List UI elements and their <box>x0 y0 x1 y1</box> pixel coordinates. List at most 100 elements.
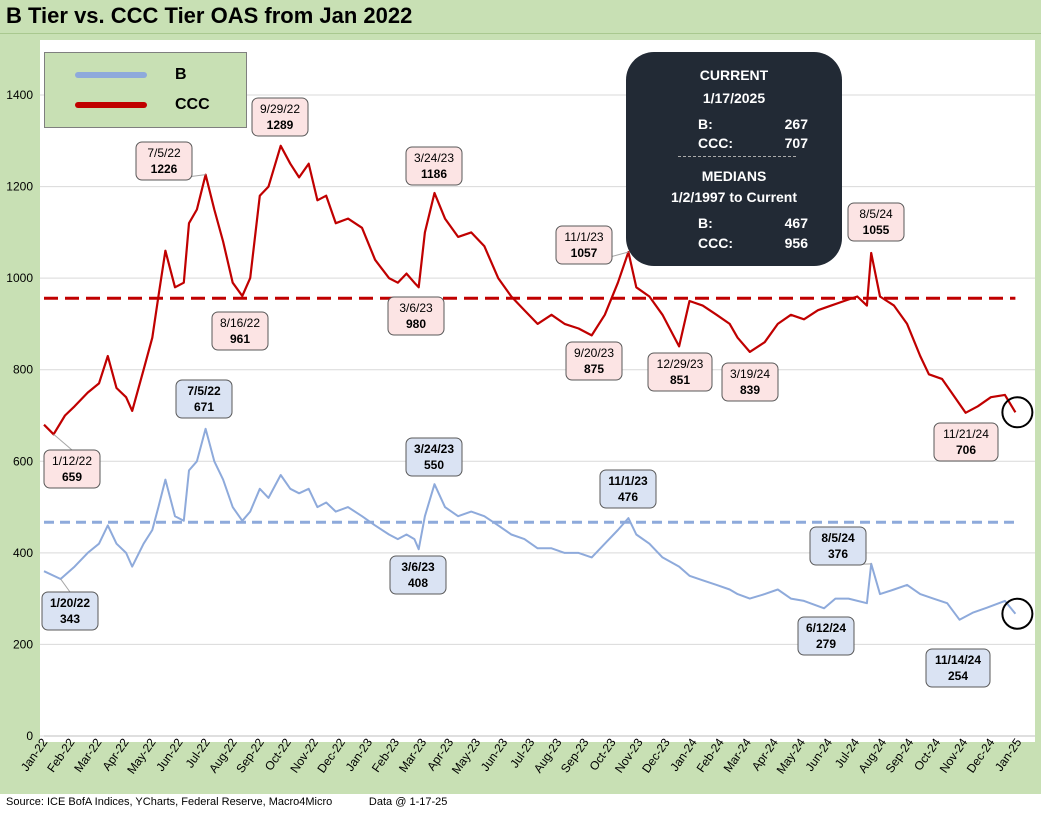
info-current-date: 1/17/2025 <box>702 90 766 106</box>
annotation-date: 11/1/23 <box>608 474 648 488</box>
info-current-b-value: 267 <box>784 116 808 132</box>
info-median-ccc-label: CCC: <box>698 235 733 251</box>
info-current-ccc-value: 707 <box>784 135 808 151</box>
b-annotation-box <box>809 526 867 566</box>
annotation-value: 1289 <box>267 118 294 132</box>
annotation-leader <box>53 433 73 451</box>
info-current-ccc-label: CCC: <box>698 135 733 151</box>
info-current-heading: CURRENT <box>699 67 769 83</box>
annotation-date: 3/24/23 <box>414 151 454 165</box>
ccc-annotation-box <box>135 141 193 181</box>
annotation-value: 408 <box>408 576 428 590</box>
ccc-annotation-box <box>647 352 713 392</box>
annotation-date: 3/6/23 <box>401 560 435 574</box>
info-current-ccc-row: CCC: 707 <box>698 135 808 151</box>
annotation-date: 8/5/24 <box>859 207 893 221</box>
ccc-annotation-box <box>721 362 779 402</box>
annotation-date: 11/14/24 <box>935 653 981 667</box>
ccc-current-marker <box>1001 396 1034 429</box>
annotation-date: 11/1/23 <box>564 230 603 244</box>
chart-legend: B CCC <box>44 52 247 128</box>
annotation-value: 376 <box>828 547 848 561</box>
annotation-date: 3/19/24 <box>730 367 770 381</box>
annotation-date: 7/5/22 <box>147 146 181 160</box>
info-medians-heading: MEDIANS <box>701 168 767 184</box>
info-median-ccc-row: CCC: 956 <box>698 235 808 251</box>
ccc-series-line <box>43 144 1017 436</box>
annotation-value: 875 <box>584 362 604 376</box>
annotation-date: 3/24/23 <box>414 442 454 456</box>
ccc-annotation-box <box>251 97 309 137</box>
annotation-value: 1226 <box>151 162 178 176</box>
annotation-value: 839 <box>740 383 760 397</box>
legend-label-b: B <box>175 66 187 83</box>
b-annotation-box <box>599 469 657 509</box>
title-bar: B Tier vs. CCC Tier OAS from Jan 2022 <box>0 0 1041 34</box>
annotation-date: 8/16/22 <box>220 316 260 330</box>
annotation-value: 476 <box>618 490 638 504</box>
info-current-b-row: B: 267 <box>698 116 808 132</box>
y-tick-label: 200 <box>13 637 33 651</box>
annotation-date: 12/29/23 <box>657 357 704 371</box>
ccc-annotation-box <box>405 146 463 186</box>
info-median-b-value: 467 <box>784 215 808 231</box>
annotation-leader <box>60 578 71 593</box>
chart-title: B Tier vs. CCC Tier OAS from Jan 2022 <box>6 3 413 28</box>
info-median-b-row: B: 467 <box>698 215 808 231</box>
ccc-annotation-box <box>387 296 445 336</box>
y-tick-label: 400 <box>13 546 33 560</box>
ccc-annotation-box <box>933 422 999 462</box>
annotation-value: 851 <box>670 373 690 387</box>
source-footer: Source: ICE BofA Indices, YCharts, Feder… <box>6 796 448 808</box>
legend-swatch-b <box>75 72 147 78</box>
ccc-annotation-box <box>565 341 623 381</box>
info-divider <box>678 156 796 157</box>
annotation-date: 7/5/22 <box>187 384 221 398</box>
annotation-date: 6/12/24 <box>806 621 846 635</box>
b-annotation-box <box>797 616 855 656</box>
b-annotation-box <box>389 555 447 595</box>
annotation-date: 9/20/23 <box>574 346 614 360</box>
legend-swatch-ccc <box>75 102 147 108</box>
b-annotation-box <box>175 379 233 419</box>
legend-item-b: B <box>75 65 187 85</box>
annotation-value: 1057 <box>571 246 598 260</box>
annotation-date: 9/29/22 <box>260 102 300 116</box>
y-tick-label: 1000 <box>6 271 33 285</box>
annotation-value: 980 <box>406 317 426 331</box>
annotation-date: 1/12/22 <box>52 454 92 468</box>
annotation-date: 3/6/23 <box>399 301 433 315</box>
info-current-b-label: B: <box>698 116 713 132</box>
ccc-annotation-box <box>43 449 101 489</box>
b-current-marker <box>1001 597 1034 630</box>
y-tick-label: 0 <box>26 729 33 743</box>
info-medians-period: 1/2/1997 to Current <box>670 189 798 205</box>
annotation-value: 254 <box>948 669 968 683</box>
ccc-annotation-box <box>847 202 905 242</box>
legend-label-ccc: CCC <box>175 96 210 113</box>
annotation-value: 1055 <box>863 223 890 237</box>
ccc-annotation-box <box>211 311 269 351</box>
annotation-date: 11/21/24 <box>943 427 989 441</box>
b-annotation-box <box>925 648 991 688</box>
annotation-value: 659 <box>62 470 82 484</box>
info-box: CURRENT 1/17/2025 B: 267 CCC: 707 MEDIAN… <box>626 52 842 266</box>
b-series-line <box>43 427 1017 621</box>
annotation-value: 706 <box>956 443 976 457</box>
info-median-ccc-value: 956 <box>784 235 808 251</box>
b-annotation-box <box>41 591 99 631</box>
info-median-b-label: B: <box>698 215 713 231</box>
y-tick-label: 800 <box>13 363 33 377</box>
ccc-annotation-box <box>555 225 613 265</box>
annotation-value: 550 <box>424 458 444 472</box>
annotation-value: 1186 <box>421 167 447 181</box>
y-tick-label: 600 <box>13 454 33 468</box>
annotation-date: 8/5/24 <box>821 531 855 545</box>
annotation-value: 961 <box>230 332 250 346</box>
y-tick-label: 1400 <box>6 88 33 102</box>
legend-item-ccc: CCC <box>75 95 210 115</box>
annotation-value: 279 <box>816 637 836 651</box>
b-annotation-box <box>405 437 463 477</box>
annotation-date: 1/20/22 <box>50 596 90 610</box>
